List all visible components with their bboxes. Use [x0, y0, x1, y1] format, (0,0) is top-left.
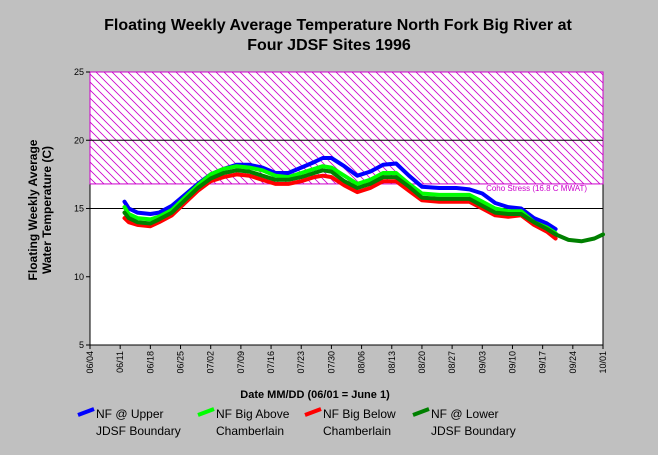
- legend-swatch-above: [197, 407, 215, 417]
- chart-title-line-1: Floating Weekly Average Temperature Nort…: [104, 17, 572, 34]
- threshold-label: Coho Stress (16.8 C MWAT): [486, 184, 587, 193]
- x-tick-label: 10/01: [598, 351, 608, 374]
- legend-label-above-2: Chamberlain: [216, 424, 284, 438]
- y-tick-label: 10: [74, 272, 84, 282]
- legend-item-above: NF Big Above Chamberlain: [197, 407, 290, 438]
- x-tick-label: 08/06: [357, 351, 367, 374]
- x-tick-label: 07/23: [296, 351, 306, 374]
- legend-label-below-2: Chamberlain: [323, 424, 391, 438]
- x-tick-label: 08/20: [417, 351, 427, 374]
- x-tick-label: 09/03: [477, 351, 487, 374]
- legend-label-upper-1: NF @ Upper: [96, 407, 164, 421]
- legend-swatch-below: [304, 407, 322, 417]
- y-axis-label-line-1: Floating Weekly Average: [26, 139, 40, 280]
- y-tick-label: 5: [79, 340, 84, 350]
- series-line-4: [122, 168, 605, 244]
- x-tick-label: 09/17: [538, 351, 548, 374]
- x-tick-label: 09/24: [568, 351, 578, 374]
- x-tick-label: 07/02: [206, 351, 216, 374]
- x-tick-label: 06/11: [115, 351, 125, 373]
- x-tick-label: 09/10: [507, 351, 517, 374]
- legend-label-below-1: NF Big Below: [323, 407, 396, 421]
- x-tick-label: 06/04: [85, 351, 95, 374]
- x-tick-label: 07/09: [236, 351, 246, 374]
- x-axis-label: Date MM/DD (06/01 = June 1): [240, 389, 390, 401]
- legend-label-upper-2: JDSF Boundary: [96, 424, 181, 438]
- legend-item-upper: NF @ Upper JDSF Boundary: [77, 407, 181, 438]
- legend-label-lower-1: NF @ Lower: [431, 407, 499, 421]
- series-line-1: [122, 156, 558, 231]
- y-tick-label: 25: [74, 67, 84, 77]
- legend-label-above-1: NF Big Above: [216, 407, 290, 421]
- legend-swatch-upper: [77, 407, 95, 417]
- y-axis-label-line-2: Water Temperature (C): [40, 146, 54, 274]
- legend-swatch-lower: [412, 407, 430, 417]
- y-tick-label: 20: [74, 135, 84, 145]
- legend-item-below: NF Big Below Chamberlain: [304, 407, 396, 438]
- x-tick-label: 07/30: [326, 351, 336, 374]
- chart-title-line-2: Four JDSF Sites 1996: [247, 37, 411, 54]
- y-tick-label: 15: [74, 204, 84, 214]
- x-tick-label: 06/18: [145, 351, 155, 374]
- x-tick-label: 07/16: [266, 351, 276, 374]
- legend: NF @ Upper JDSF Boundary NF Big Above Ch…: [77, 407, 516, 438]
- threshold-band: [89, 71, 604, 185]
- legend-label-lower-2: JDSF Boundary: [431, 424, 516, 438]
- legend-item-lower: NF @ Lower JDSF Boundary: [412, 407, 516, 438]
- x-tick-label: 08/13: [387, 351, 397, 374]
- x-tick-label: 06/25: [176, 351, 186, 374]
- x-tick-label: 08/27: [447, 351, 457, 374]
